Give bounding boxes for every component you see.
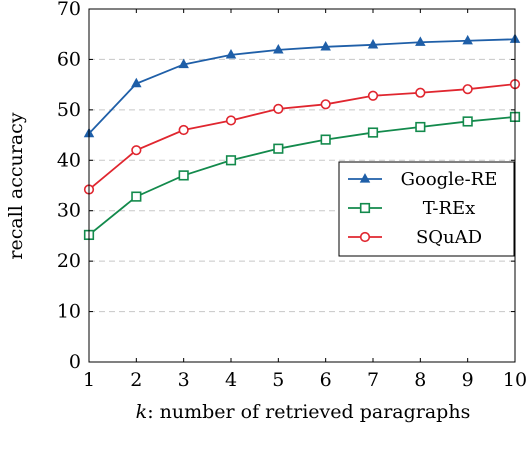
data-point-squad xyxy=(273,103,284,114)
x-axis-title-variable: k xyxy=(136,401,148,423)
legend-item-google-re: Google-RE xyxy=(348,169,497,190)
x-tick-label: 7 xyxy=(367,369,379,391)
y-tick-label: 40 xyxy=(57,149,81,171)
data-point-google-re xyxy=(320,40,331,51)
data-point-t-rex xyxy=(273,143,284,154)
x-axis-title-text: : number of retrieved paragraphs xyxy=(147,401,470,423)
legend-item-t-rex: T-REx xyxy=(348,198,475,219)
axis-ticks: 0 10 20 30 40 50 60 70 1 2 3 4 5 6 7 8 9 10 xyxy=(57,0,527,391)
data-point-squad xyxy=(225,115,237,126)
legend-label: T-REx xyxy=(423,198,476,219)
grid-lines xyxy=(89,58,515,313)
series-line-t-rex xyxy=(88,116,516,236)
series-t-rex xyxy=(83,111,521,241)
legend-item-squad: SQuAD xyxy=(348,227,482,248)
data-point-squad xyxy=(131,145,142,156)
x-tick-label: 2 xyxy=(130,369,142,391)
data-point-t-rex xyxy=(320,134,331,145)
data-point-squad xyxy=(462,84,473,95)
data-point-google-re xyxy=(273,43,284,54)
data-point-google-re xyxy=(367,38,379,49)
data-point-t-rex xyxy=(178,170,189,181)
data-point-google-re xyxy=(462,34,473,45)
series-squad xyxy=(83,79,521,195)
y-tick-label: 10 xyxy=(57,301,81,323)
x-tick-label: 9 xyxy=(462,369,474,391)
legend-label: SQuAD xyxy=(416,227,482,248)
legend-marker xyxy=(359,231,371,243)
x-tick-label: 8 xyxy=(414,369,426,391)
data-point-t-rex xyxy=(367,127,379,138)
legend-marker xyxy=(359,173,371,183)
data-point-squad xyxy=(367,90,379,101)
data-point-squad xyxy=(178,124,189,136)
series-line-squad xyxy=(88,83,516,191)
y-tick-label: 70 xyxy=(57,0,81,20)
y-tick-label: 50 xyxy=(57,99,81,121)
data-point-squad xyxy=(415,87,426,98)
data-point-google-re xyxy=(178,58,189,69)
data-point-google-re xyxy=(225,49,237,59)
data-point-t-rex xyxy=(462,116,473,127)
data-point-squad xyxy=(320,99,331,110)
x-tick-label: 5 xyxy=(272,369,284,391)
y-tick-label: 20 xyxy=(57,250,81,272)
y-tick-label: 0 xyxy=(69,351,81,373)
y-tick-label: 60 xyxy=(57,48,81,70)
series-google-re xyxy=(83,33,521,138)
y-axis-title: recall accuracy xyxy=(5,112,27,259)
series-line-google-re xyxy=(88,38,516,135)
data-point-t-rex xyxy=(415,121,426,133)
data-point-t-rex xyxy=(131,191,142,202)
data-point-google-re xyxy=(415,36,426,46)
x-tick-label: 3 xyxy=(178,369,190,391)
plot-frame xyxy=(88,8,516,363)
x-tick-label: 6 xyxy=(320,369,332,391)
series-layer xyxy=(83,33,521,241)
y-tick-label: 30 xyxy=(57,200,81,222)
data-point-google-re xyxy=(131,77,142,88)
legend-marker xyxy=(359,202,371,214)
x-tick-label: 1 xyxy=(83,369,95,391)
x-axis-title: k: number of retrieved paragraphs xyxy=(136,401,471,423)
x-tick-label: 10 xyxy=(503,369,527,391)
legend-label: Google-RE xyxy=(401,169,498,190)
legend: Google-RE T-REx SQuAD xyxy=(338,161,515,257)
data-point-t-rex xyxy=(225,155,237,166)
x-tick-label: 4 xyxy=(225,369,237,391)
